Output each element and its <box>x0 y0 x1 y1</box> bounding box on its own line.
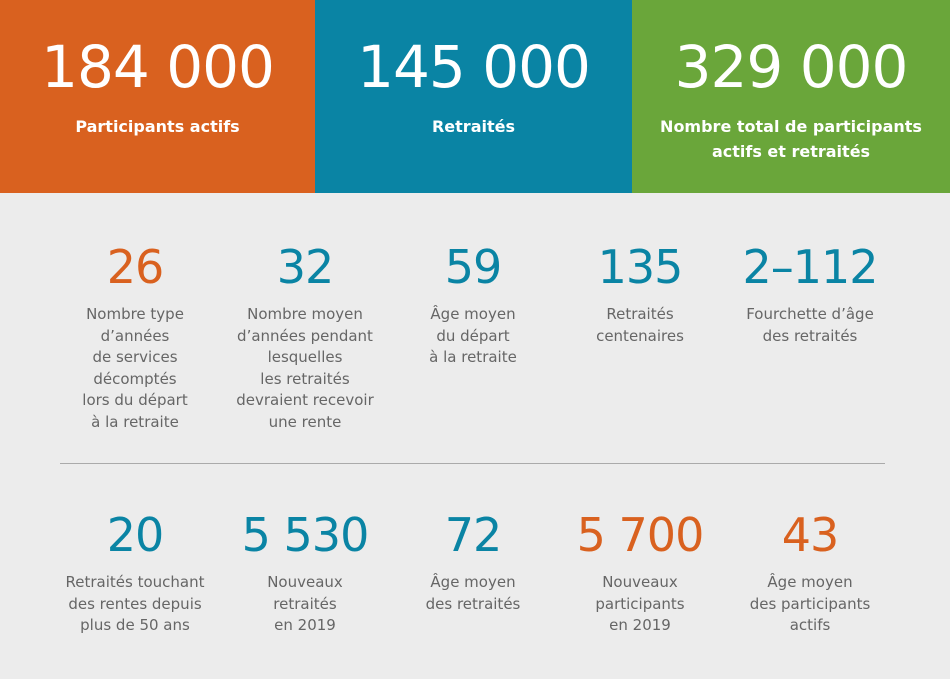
stat-label: Nombre type d’années de services décomptés l… <box>50 304 220 433</box>
stat: 2–112 Fourchette d’âge des retraités <box>725 240 895 347</box>
stat-value: 20 <box>106 508 165 562</box>
label-line: les retraités <box>260 369 350 388</box>
summary-value: 184 000 <box>41 33 275 101</box>
label-line: du départ <box>436 326 510 345</box>
label-line: des rentes depuis <box>68 594 202 613</box>
stat-label: Nombre moyen d’années pendant lesquelles le… <box>220 304 390 433</box>
label-line: Retraités touchant <box>65 573 205 591</box>
stat: 72 Âge moyen des retraités <box>388 508 558 615</box>
label-line: participants <box>595 594 685 613</box>
stat-value: 59 <box>444 240 503 294</box>
stat: 43 Âge moyen des participants actifs <box>725 508 895 637</box>
stat-value: 43 <box>781 508 840 562</box>
stat-label: Retraités centenaires <box>555 304 725 347</box>
stat-label: Fourchette d’âge des retraités <box>725 304 895 347</box>
label-line: lesquelles <box>267 348 343 366</box>
label-line: actifs et retraités <box>711 142 871 161</box>
summary-value: 329 000 <box>674 33 909 101</box>
stat-value: 5 530 <box>241 508 370 562</box>
stat: 32 Nombre moyen d’années pendant lesquelles… <box>220 240 390 433</box>
summary-label: Retraités <box>315 114 632 139</box>
label-line: devraient recevoir <box>236 391 374 409</box>
stat: 26 Nombre type d’années de services décompté… <box>50 240 220 433</box>
label-line: à la retraite <box>91 412 179 431</box>
stat-label: Âge moyen des retraités <box>388 572 558 615</box>
label-line: d’années pendant <box>237 326 373 345</box>
label-line: Âge moyen <box>430 305 516 323</box>
stat-value: 2–112 <box>742 240 878 294</box>
label-line: Fourchette d’âge <box>746 305 874 323</box>
label-line: d’années <box>100 326 170 345</box>
summary-label: Nombre total de participants actifs et re… <box>632 114 950 164</box>
label-line: actifs <box>789 616 831 634</box>
label-line: des retraités <box>762 326 858 345</box>
divider <box>60 463 885 464</box>
stat-value: 5 700 <box>576 508 705 562</box>
label-line: Nombre moyen <box>247 305 363 323</box>
label-line: plus de 50 ans <box>80 616 190 634</box>
summary-box: 184 000 Participants actifs <box>0 0 315 193</box>
stat: 5 700 Nouveaux participants en 2019 <box>555 508 725 637</box>
label-line: décomptés <box>93 369 177 388</box>
label-line: retraités <box>273 594 337 613</box>
label-line: une rente <box>268 412 342 431</box>
label-line: Âge moyen <box>430 573 516 591</box>
summary-value: 145 000 <box>357 33 591 101</box>
stat-value: 32 <box>276 240 335 294</box>
summary-label: Participants actifs <box>0 114 315 139</box>
label-line: Retraités <box>606 305 674 323</box>
label-line: Retraités <box>431 117 515 136</box>
label-line: Nombre total de participants <box>660 117 922 136</box>
label-line: des retraités <box>425 594 521 613</box>
label-line: Nombre type <box>86 305 184 323</box>
label-line: des participants <box>749 594 871 613</box>
stat-label: Nouveaux participants en 2019 <box>555 572 725 637</box>
stat: 135 Retraités centenaires <box>555 240 725 347</box>
label-line: Nouveaux <box>602 573 678 591</box>
label-line: en 2019 <box>609 616 671 634</box>
label-line: en 2019 <box>274 616 336 634</box>
label-line: de services <box>92 348 178 366</box>
stat-value: 135 <box>597 240 684 294</box>
label-line: Nouveaux <box>267 573 343 591</box>
stat-label: Âge moyen du départ à la retraite <box>388 304 558 369</box>
label-line: à la retraite <box>429 348 517 366</box>
summary-box: 329 000 Nombre total de participants actif… <box>632 0 950 193</box>
stat-value: 26 <box>106 240 165 294</box>
summary-box: 145 000 Retraités <box>315 0 632 193</box>
stat-label: Nouveaux retraités en 2019 <box>220 572 390 637</box>
stat-label: Retraités touchant des rentes depuis plus … <box>50 572 220 637</box>
label-line: centenaires <box>596 326 684 345</box>
stat: 5 530 Nouveaux retraités en 2019 <box>220 508 390 637</box>
label-line: Âge moyen <box>767 573 853 591</box>
stat-label: Âge moyen des participants actifs <box>725 572 895 637</box>
stat: 59 Âge moyen du départ à la retraite <box>388 240 558 369</box>
label-line: Participants actifs <box>75 117 240 136</box>
stat: 20 Retraités touchant des rentes depuis plu… <box>50 508 220 637</box>
label-line: lors du départ <box>82 391 188 409</box>
stat-value: 72 <box>444 508 503 562</box>
